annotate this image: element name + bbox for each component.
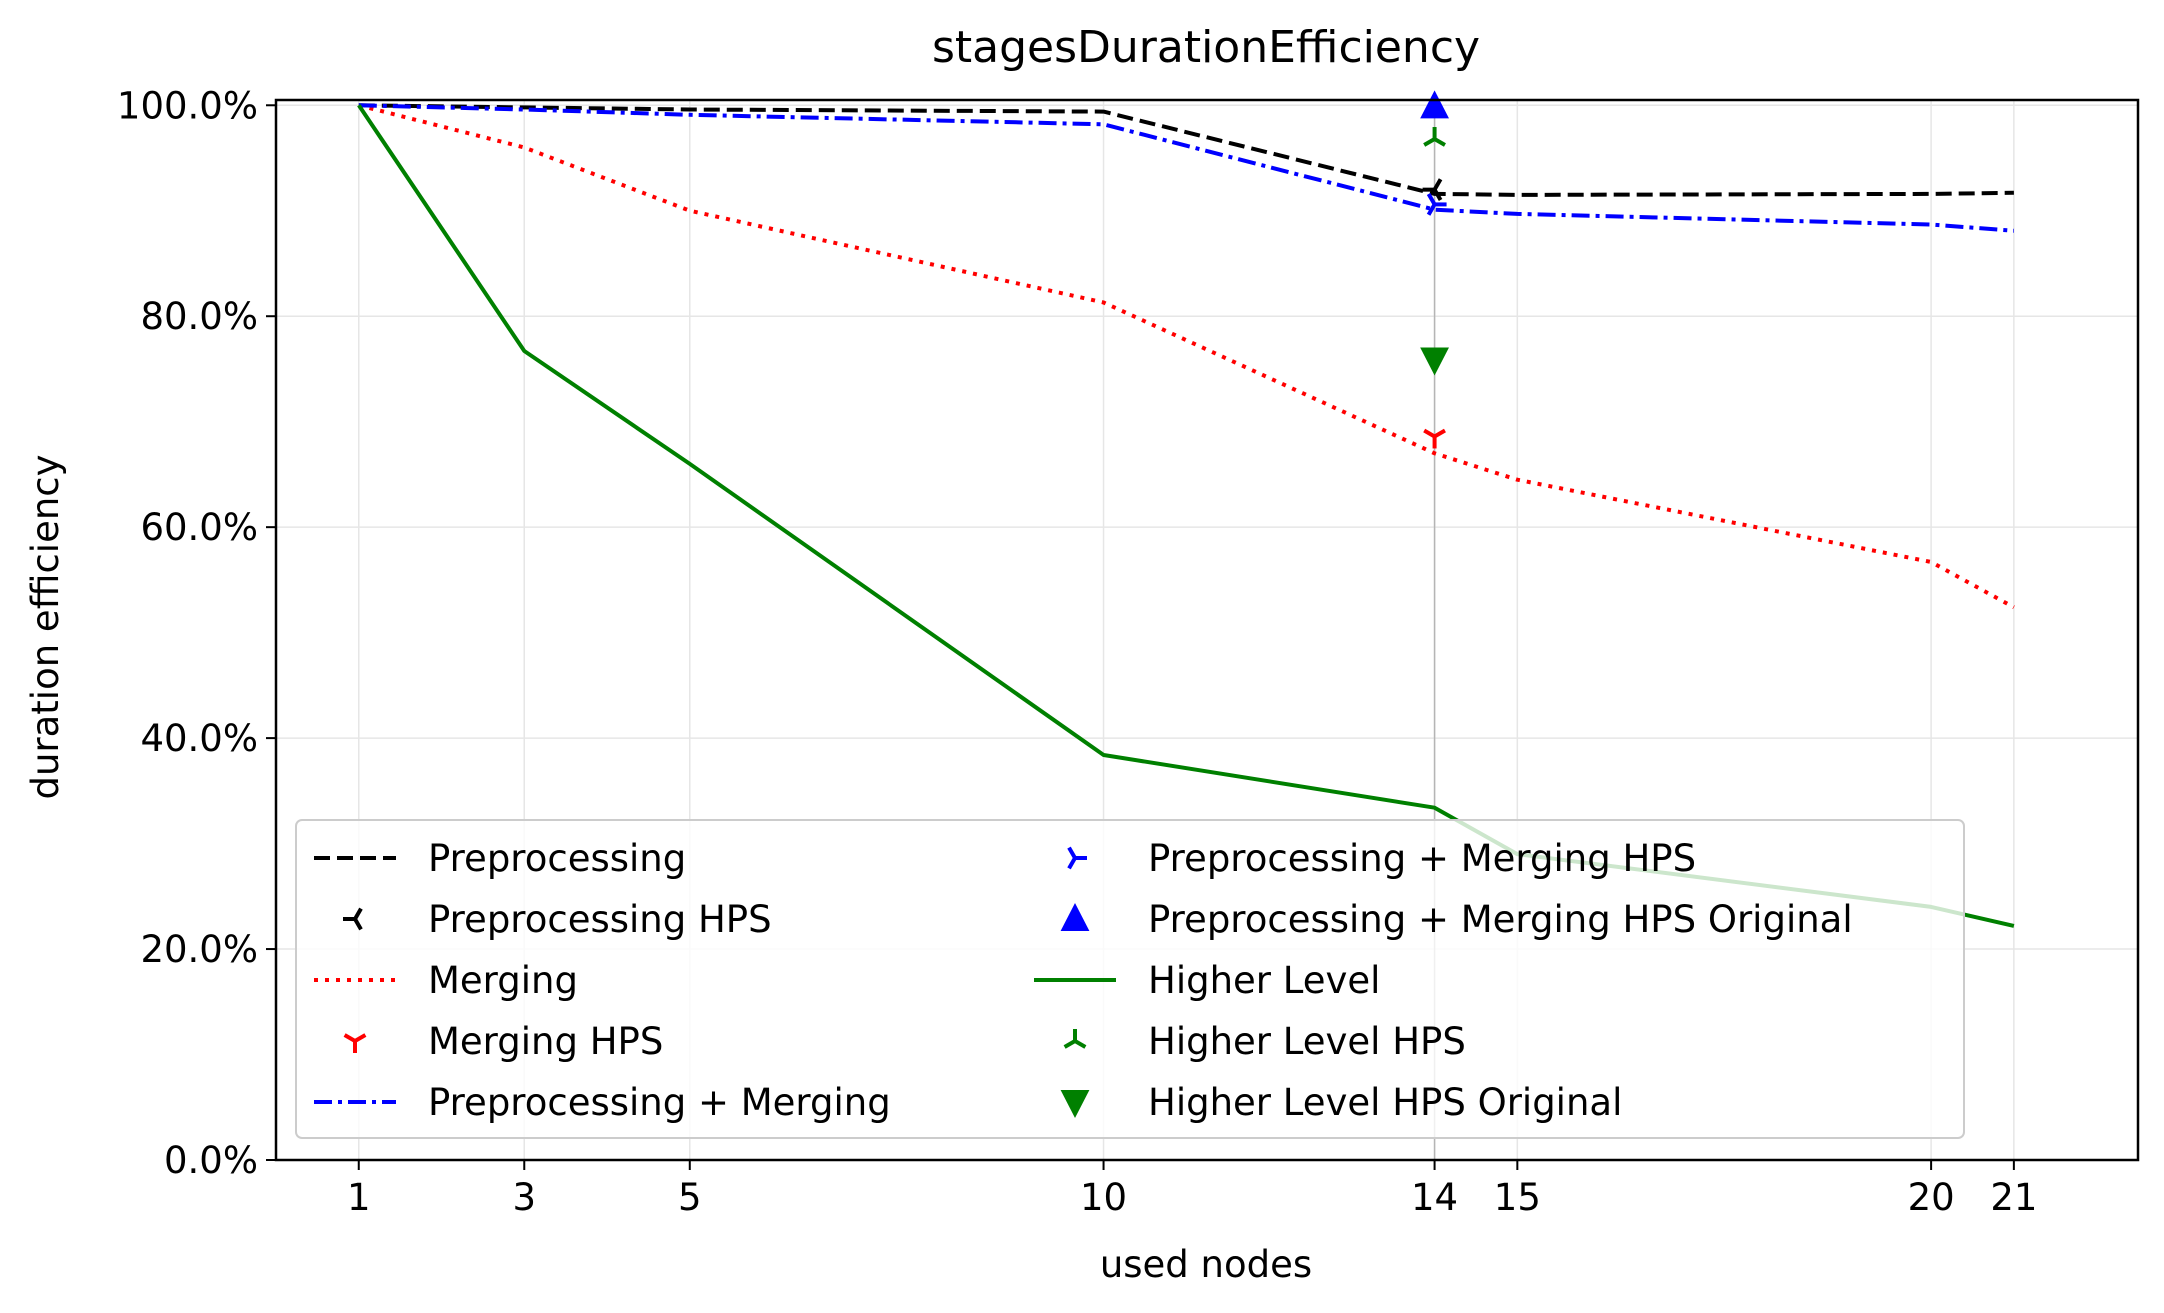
marker-arm [1432, 178, 1443, 191]
marker-arm [353, 918, 363, 931]
series-marker-higher-level-hps-original [1420, 347, 1449, 376]
y-tick-label: 20.0% [140, 928, 258, 971]
legend-item-preprocessing: Preprocessing [314, 837, 686, 880]
legend-label: Preprocessing HPS [428, 898, 772, 941]
legend-item-preprocessing-merging-hps-original: Preprocessing + Merging HPS Original [1060, 898, 1853, 941]
y-axis-ticks: 0.0% 20.0% 40.0% 60.0% 80.0% 100.0% [117, 84, 276, 1182]
legend-item-preprocessing-merging-hps: Preprocessing + Merging HPS [1067, 837, 1696, 880]
legend-label: Merging [428, 959, 578, 1002]
legend-item-merging: Merging [314, 959, 578, 1002]
x-tick-label: 1 [347, 1176, 371, 1219]
legend-marker [1063, 1029, 1087, 1049]
marker-shape [1420, 347, 1449, 376]
marker-arm [1433, 137, 1446, 147]
legend: Preprocessing Preprocessing HPS Merging Mer… [295, 819, 1965, 1139]
legend-label: Higher Level HPS [1148, 1020, 1466, 1063]
marker-arm [1063, 1039, 1076, 1049]
series-marker-higher-level-hps [1423, 127, 1446, 147]
legend-marker [1060, 903, 1090, 931]
marker-arm [1067, 857, 1077, 870]
plot-frame [274, 98, 2140, 1162]
legend-item-preprocessing-merging: Preprocessing + Merging [314, 1081, 891, 1124]
marker-arm [1423, 428, 1436, 439]
marker-arm [1074, 1039, 1087, 1049]
legend-label: Preprocessing + Merging [428, 1081, 891, 1124]
legend-item-higher-level-hps: Higher Level HPS [1063, 1020, 1466, 1063]
series-marker-merging-hps [1423, 428, 1446, 449]
series-line-preprocessing [358, 103, 2014, 197]
series-line-merging [358, 103, 2015, 610]
x-tick-label: 20 [1908, 1176, 1955, 1219]
legend-marker [343, 907, 363, 931]
legend-label: Preprocessing + Merging HPS [1148, 837, 1696, 880]
legend-label: Merging HPS [428, 1020, 663, 1063]
x-tick-label: 10 [1080, 1176, 1127, 1219]
legend-item-higher-level-hps-original: Higher Level HPS Original [1060, 1081, 1622, 1124]
legend-label: Higher Level [1148, 959, 1380, 1002]
marker-shape [1420, 90, 1449, 119]
x-axis-ticks: 1 3 5 10 14 15 20 21 [347, 1160, 2037, 1219]
marker-arm [353, 907, 363, 920]
legend-item-preprocessing-hps: Preprocessing HPS [343, 898, 772, 941]
y-tick-label: 100.0% [117, 84, 258, 127]
y-tick-label: 0.0% [164, 1139, 258, 1182]
marker-arm [1426, 203, 1437, 216]
legend-item-merging-hps: Merging HPS [343, 1020, 663, 1063]
legend-marker [1060, 1090, 1090, 1118]
y-tick-label: 40.0% [140, 717, 258, 760]
x-tick-label: 14 [1411, 1176, 1458, 1219]
series-marker-preprocessing-hps [1422, 178, 1443, 202]
x-tick-label: 3 [512, 1176, 536, 1219]
legend-label: Higher Level HPS Original [1148, 1081, 1622, 1124]
y-axis-label: duration efficiency [24, 454, 67, 799]
marker-arm [343, 1033, 357, 1043]
legend-item-higher-level: Higher Level [1034, 959, 1380, 1002]
y-tick-label: 60.0% [140, 506, 258, 549]
x-tick-label: 5 [678, 1176, 702, 1219]
series-marker-preprocessing-merging-hps [1426, 193, 1447, 216]
marker-arm [1433, 428, 1446, 439]
marker-arm [1426, 193, 1437, 206]
x-tick-label: 21 [1990, 1176, 2037, 1219]
marker-arm [1067, 846, 1077, 859]
chart-title: stagesDurationEfficiency [932, 22, 1480, 73]
x-tick-label: 15 [1494, 1176, 1541, 1219]
marker-arm [1423, 137, 1436, 147]
marker-shape [1060, 1090, 1090, 1118]
legend-marker [343, 1033, 367, 1053]
series-marker-preprocessing-merging-hps-original [1420, 90, 1449, 119]
legend-label: Preprocessing [428, 837, 686, 880]
legend-marker [1067, 846, 1087, 870]
marker-arm [353, 1033, 367, 1043]
x-axis-label: used nodes [1100, 1243, 1312, 1286]
marker-shape [1060, 903, 1090, 931]
legend-box [295, 819, 1965, 1139]
y-tick-label: 80.0% [140, 295, 258, 338]
marker-arm [1432, 188, 1443, 202]
legend-label: Preprocessing + Merging HPS Original [1148, 898, 1853, 941]
